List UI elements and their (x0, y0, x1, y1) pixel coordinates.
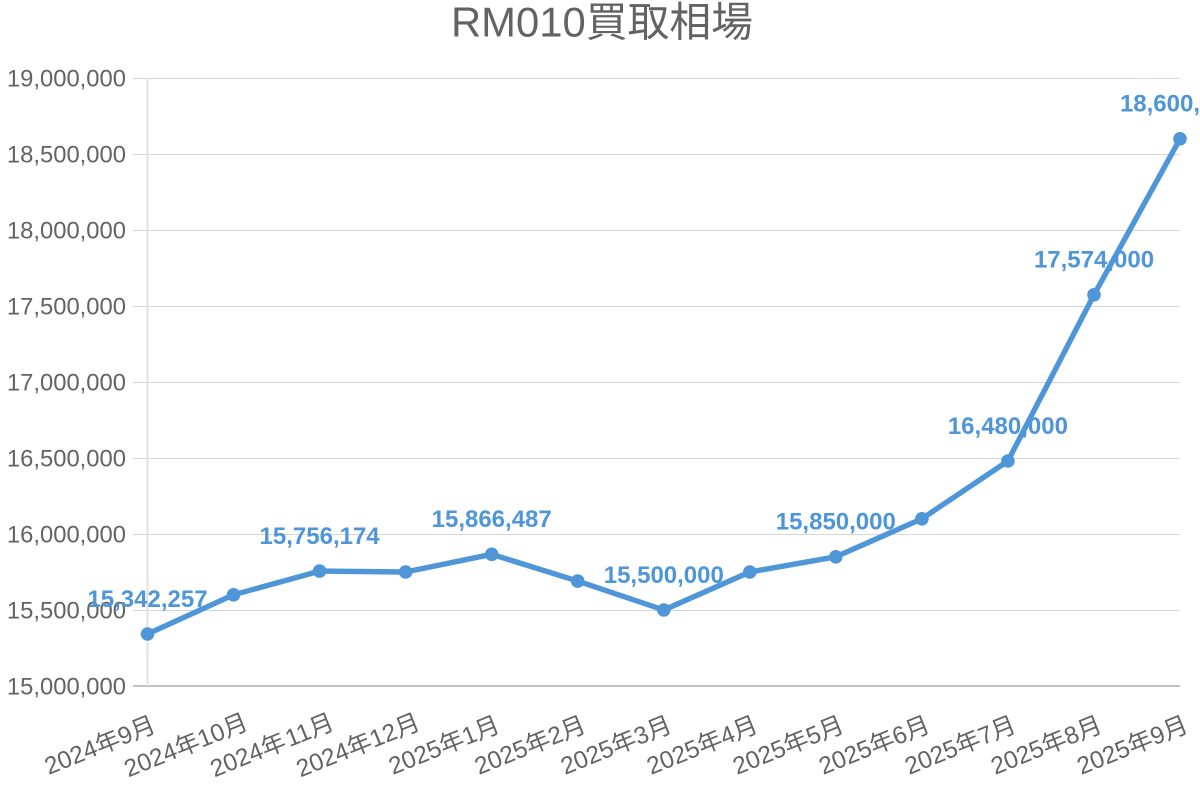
svg-text:17,000,000: 17,000,000 (7, 370, 126, 397)
svg-text:15,756,174: 15,756,174 (260, 523, 381, 550)
svg-text:16,000,000: 16,000,000 (7, 522, 126, 549)
svg-text:18,500,000: 18,500,000 (7, 142, 126, 169)
svg-text:17,574,000: 17,574,000 (1034, 247, 1154, 274)
svg-text:18,000,000: 18,000,000 (7, 218, 126, 245)
svg-text:17,500,000: 17,500,000 (7, 294, 126, 321)
svg-text:RM010: RM010 (451, 0, 586, 46)
svg-text:18,600,000: 18,600,000 (1120, 91, 1200, 118)
svg-text:16,500,000: 16,500,000 (7, 446, 126, 473)
svg-text:19,000,000: 19,000,000 (7, 66, 126, 93)
svg-text:15,850,000: 15,850,000 (776, 509, 896, 536)
svg-text:16,480,000: 16,480,000 (948, 413, 1068, 440)
svg-text:15,866,487: 15,866,487 (432, 506, 552, 533)
svg-text:15,000,000: 15,000,000 (7, 674, 126, 701)
svg-text:15,500,000: 15,500,000 (7, 598, 126, 625)
svg-text:15,500,000: 15,500,000 (604, 562, 724, 589)
svg-text:15,342,257: 15,342,257 (87, 586, 207, 613)
